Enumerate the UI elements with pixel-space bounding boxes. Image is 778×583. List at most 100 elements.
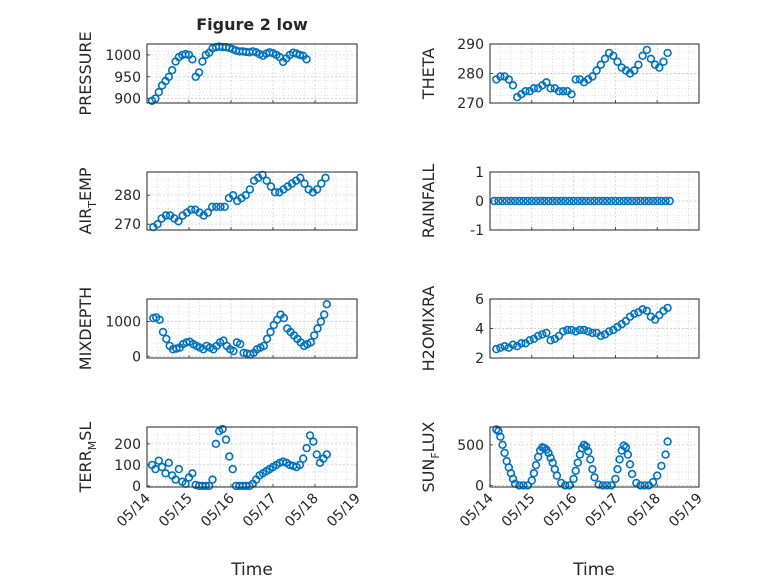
data-point [629, 309, 639, 318]
figure-title: Figure 2 low [196, 15, 308, 34]
data-point [299, 454, 308, 463]
data-point [168, 65, 177, 75]
data-point [496, 343, 505, 352]
subplot-6: 2 4 6 H2OMIXRA [419, 286, 700, 371]
y-tick-label: 1000 [105, 315, 141, 331]
data-point [632, 478, 641, 488]
data-point [634, 60, 643, 69]
y-tick-label: 1000 [105, 48, 141, 64]
data-point [265, 48, 274, 57]
data-point [161, 211, 171, 220]
subplot-5: 0 1000 MIXDEPTH [76, 287, 358, 370]
data-point [625, 460, 635, 469]
data-point [535, 196, 545, 206]
data-point [498, 440, 507, 449]
data-point [646, 54, 656, 63]
data-point [154, 87, 164, 97]
data-point [320, 310, 329, 319]
data-point [613, 57, 622, 66]
data-point [201, 481, 211, 491]
axes-box [146, 426, 358, 488]
data-point [221, 435, 231, 444]
y-tick-label: 1 [475, 165, 484, 181]
data-point [207, 202, 217, 212]
data-point [164, 72, 174, 82]
data-point [655, 63, 664, 72]
x-tick-label: 05/15 [499, 491, 539, 531]
data-point [248, 47, 258, 56]
data-point [567, 325, 576, 335]
data-point [602, 196, 612, 206]
data-point [211, 439, 221, 448]
data-point [583, 447, 593, 456]
data-point [205, 481, 214, 491]
data-point [306, 338, 315, 347]
data-point [162, 334, 171, 344]
data-point [154, 456, 164, 465]
data-point [554, 331, 564, 341]
data-point [619, 196, 628, 206]
y-tick-label: 0 [132, 349, 141, 365]
data-point [302, 443, 311, 453]
y-tick-label: 100 [114, 458, 141, 474]
axes-box [489, 43, 700, 104]
data-point [621, 443, 631, 452]
data-point [636, 196, 645, 206]
data-point [638, 51, 647, 60]
data-point [158, 327, 168, 337]
y-tick-label: 500 [457, 438, 484, 454]
x-tick-label: 05/16 [198, 490, 238, 530]
data-point [262, 334, 272, 344]
y-tick-label: 280 [457, 67, 484, 83]
axes-box [146, 171, 358, 231]
data-point [569, 474, 578, 484]
data-point [164, 458, 174, 467]
data-point [594, 480, 603, 489]
data-point [571, 466, 580, 475]
data-point [321, 173, 330, 183]
data-point [525, 336, 534, 345]
data-point [606, 196, 616, 206]
data-point [652, 471, 662, 480]
data-point [312, 185, 322, 194]
data-point [322, 300, 331, 309]
data-point [523, 481, 532, 490]
data-point [590, 473, 599, 482]
data-point [529, 469, 539, 478]
data-point [533, 331, 543, 341]
data-point [322, 450, 331, 459]
data-point [627, 196, 637, 206]
data-point [259, 341, 268, 351]
data-point [519, 196, 528, 206]
data-point [188, 469, 197, 478]
data-point [636, 481, 645, 490]
data-point [279, 313, 289, 323]
data-point [174, 464, 184, 474]
data-point [663, 303, 672, 313]
data-point [661, 450, 670, 459]
data-point [546, 453, 555, 462]
data-point [642, 306, 651, 315]
data-point [569, 196, 578, 206]
axes-box [146, 298, 358, 359]
data-point [212, 202, 221, 212]
data-point [629, 66, 639, 75]
data-point [560, 481, 570, 490]
data-point [648, 477, 658, 487]
data-point [527, 196, 536, 206]
data-point [181, 49, 190, 59]
data-point [619, 441, 628, 450]
data-point [663, 48, 672, 58]
x-axis-label-right: Time [572, 560, 615, 580]
data-point [573, 458, 582, 467]
subplot-4: -1 0 1 RAINFALL [419, 164, 700, 239]
data-point [515, 481, 524, 490]
data-point [627, 469, 637, 479]
data-point [606, 481, 616, 490]
subplot-7: 0 100 200 TERRMSL 05/14 05/15 05/16 05/17 05/18 0… [76, 422, 364, 531]
data-point [508, 81, 518, 90]
data-points [149, 170, 330, 232]
data-point [312, 450, 321, 459]
data-point [188, 55, 197, 64]
data-points [490, 196, 674, 206]
